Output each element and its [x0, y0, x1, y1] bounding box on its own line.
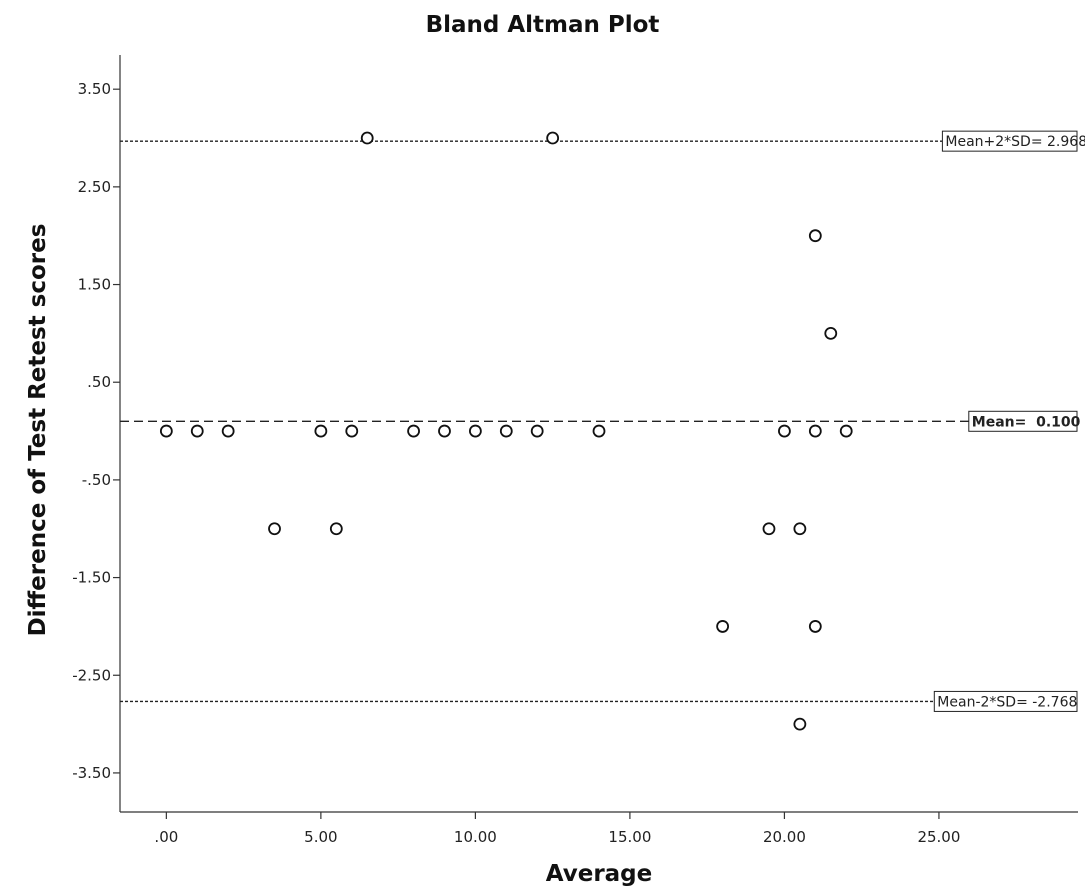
data-point: [778, 424, 791, 438]
data-point: [221, 424, 235, 438]
data-point: [762, 522, 776, 536]
ref-label-lower: Mean-2*SD= -2.768: [937, 694, 1077, 710]
x-tick-label: 20.00: [763, 828, 806, 846]
y-axis-label: Difference of Test Retest scores: [25, 223, 51, 637]
y-tick-label: 3.50: [78, 80, 111, 98]
data-point: [592, 424, 606, 438]
data-point: [407, 424, 420, 438]
axes: [119, 55, 1078, 813]
x-tick-label: 25.00: [917, 828, 960, 846]
y-tick-label: 2.50: [78, 178, 111, 196]
x-tick-label: 5.00: [304, 828, 337, 846]
data-point: [808, 424, 822, 438]
chart-title: Bland Altman Plot: [425, 12, 660, 38]
data-point: [808, 620, 822, 633]
ref-label-box-upper: [941, 130, 1078, 152]
x-tick-label: .00: [154, 828, 178, 846]
data-point: [190, 424, 204, 438]
data-point: [793, 522, 807, 536]
y-tick-label: -.50: [82, 471, 111, 489]
reference-lines: Mean+2*SD= 2.968 Mean= 0.100 Mean-2*SD= -2…: [120, 130, 1085, 712]
y-tick-label: -2.50: [72, 666, 111, 684]
data-point: [716, 620, 730, 633]
y-axis-ticks: 3.50 2.50 1.50 .50 -.50 -1.50 -2.50 -3.50: [72, 80, 120, 782]
y-tick-label: -1.50: [72, 569, 111, 587]
data-point: [314, 424, 328, 438]
x-tick-label: 15.00: [608, 828, 651, 846]
data-point: [438, 424, 451, 438]
data-points: [159, 131, 853, 731]
ref-label-upper: Mean+2*SD= 2.968: [945, 134, 1085, 150]
data-point: [468, 424, 482, 438]
x-tick-label: 10.00: [454, 828, 497, 846]
y-tick-label: .50: [87, 373, 111, 391]
data-point: [839, 424, 853, 438]
data-point: [499, 424, 513, 438]
y-tick-label: -3.50: [72, 764, 111, 782]
data-point: [329, 522, 343, 536]
x-axis-ticks: .00 5.00 10.00 15.00 20.00 25.00: [154, 812, 960, 846]
ref-label-box-mean: [968, 410, 1078, 432]
data-point: [345, 424, 359, 438]
data-point: [159, 424, 173, 438]
ref-label-mean: Mean= 0.100: [972, 414, 1081, 430]
data-point: [360, 131, 374, 145]
data-point: [546, 131, 560, 145]
y-tick-label: 1.50: [78, 276, 111, 294]
data-point: [268, 522, 281, 536]
data-point: [793, 717, 807, 731]
x-axis-label: Average: [545, 861, 653, 887]
data-point: [824, 326, 838, 340]
data-point: [530, 424, 544, 438]
data-point: [808, 229, 822, 243]
ref-label-box-lower: [933, 690, 1078, 712]
